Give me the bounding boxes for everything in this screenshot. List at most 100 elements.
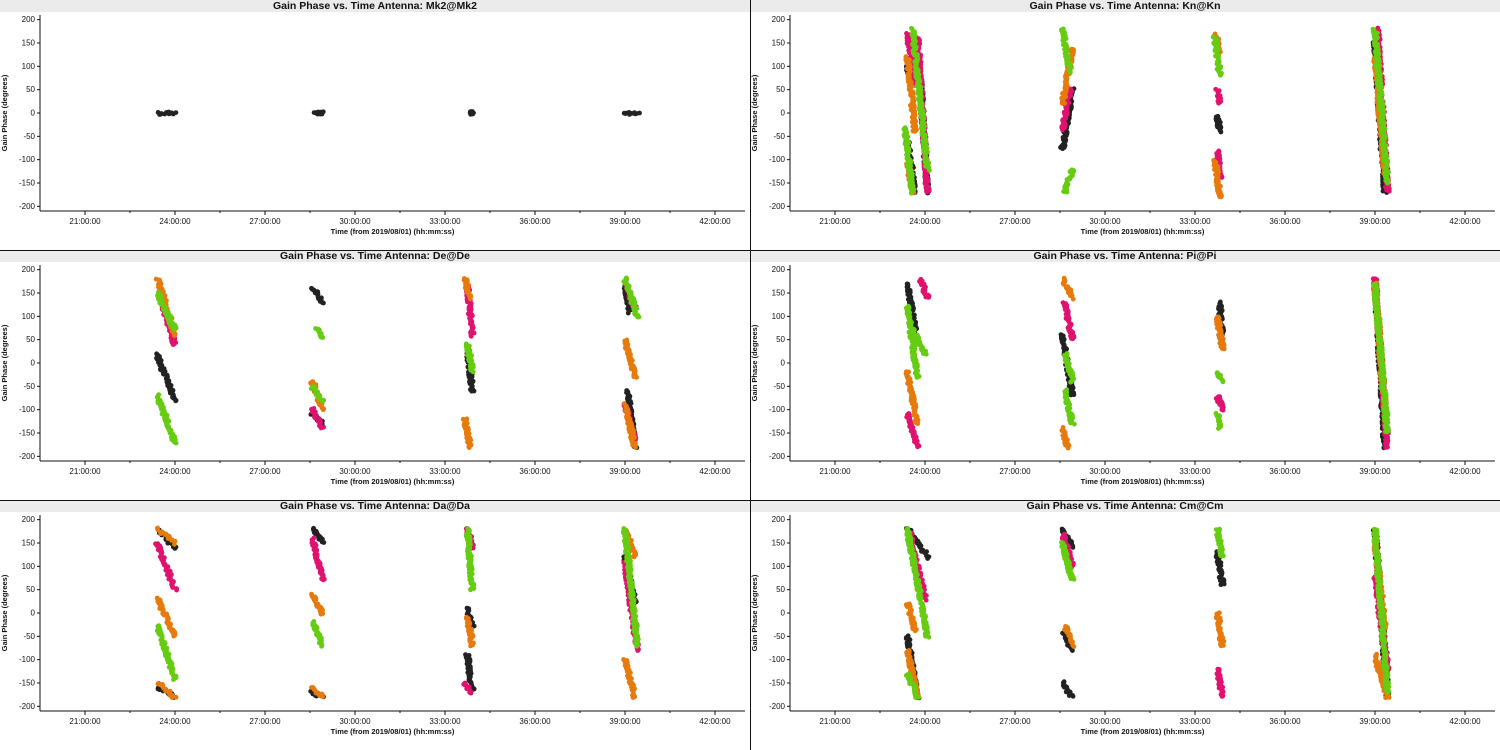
data-point	[1221, 345, 1227, 351]
y-axis-label: Gain Phase (degrees)	[750, 324, 759, 401]
x-tick-label: 21:00:00	[69, 717, 101, 726]
data-point	[1068, 69, 1073, 75]
y-tick-label: -200	[19, 702, 36, 711]
x-tick-label: 36:00:00	[1269, 467, 1301, 476]
y-tick-label: -100	[19, 655, 36, 664]
x-axis-label: Time (from 2019/08/01) (hh:mm:ss)	[331, 227, 455, 236]
x-tick-label: 27:00:00	[249, 467, 281, 476]
data-point	[467, 296, 473, 302]
x-tick-label: 42:00:00	[699, 717, 731, 726]
x-tick-label: 33:00:00	[1179, 467, 1211, 476]
panel-title-bar	[0, 250, 750, 262]
data-point	[1059, 95, 1065, 101]
data-point	[1217, 424, 1223, 430]
y-tick-label: -200	[769, 452, 786, 461]
y-tick-label: -50	[23, 132, 35, 141]
data-point	[1072, 421, 1077, 427]
y-tick-label: 100	[22, 312, 36, 321]
data-point	[1216, 100, 1221, 106]
data-point	[1386, 188, 1392, 194]
series-2	[904, 276, 1391, 450]
y-tick-label: 0	[31, 109, 36, 118]
y-tick-label: 50	[26, 85, 35, 94]
data-point	[1068, 379, 1073, 385]
data-point	[321, 397, 327, 403]
x-tick-label: 39:00:00	[609, 217, 641, 226]
x-tick-label: 30:00:00	[339, 717, 371, 726]
data-point	[908, 190, 914, 196]
data-point	[172, 333, 177, 338]
data-point	[1220, 379, 1226, 385]
series-3	[153, 276, 639, 450]
panel-2: Gain Phase vs. Time Antenna: Kn@Kn200150…	[750, 0, 1500, 236]
x-tick-label: 24:00:00	[909, 217, 941, 226]
x-tick-label: 30:00:00	[339, 467, 371, 476]
y-axis-label: Gain Phase (degrees)	[0, 74, 9, 151]
x-tick-label: 30:00:00	[1089, 467, 1121, 476]
series-4	[154, 275, 642, 446]
x-axis-label: Time (from 2019/08/01) (hh:mm:ss)	[331, 477, 455, 486]
y-tick-label: 100	[772, 312, 786, 321]
y-tick-label: 0	[31, 359, 36, 368]
x-tick-label: 36:00:00	[519, 217, 551, 226]
panel-1: Gain Phase vs. Time Antenna: Mk2@Mk22001…	[0, 0, 750, 236]
data-point	[921, 351, 926, 356]
y-tick-label: 150	[22, 539, 36, 548]
data-point	[628, 111, 634, 116]
data-point	[631, 374, 637, 380]
data-points	[153, 275, 642, 451]
x-tick-label: 30:00:00	[1089, 217, 1121, 226]
data-point	[912, 128, 918, 134]
data-point	[172, 439, 178, 445]
y-tick-label: -150	[19, 179, 36, 188]
panel-4: Gain Phase vs. Time Antenna: Pi@Pi200150…	[750, 250, 1500, 486]
x-tick-label: 24:00:00	[159, 717, 191, 726]
series-4	[901, 25, 1391, 196]
x-tick-label: 36:00:00	[519, 467, 551, 476]
y-tick-label: 200	[772, 15, 786, 24]
series-1	[154, 279, 640, 451]
y-tick-label: -150	[769, 429, 786, 438]
series-2	[157, 279, 639, 446]
data-point	[635, 314, 640, 320]
data-point	[637, 110, 642, 116]
data-point	[625, 310, 631, 316]
data-point	[321, 406, 327, 412]
panel-title: Gain Phase vs. Time Antenna: Da@Da	[280, 500, 470, 512]
data-point	[320, 109, 326, 115]
x-tick-label: 42:00:00	[1449, 217, 1481, 226]
data-point	[1069, 167, 1075, 173]
series-1	[155, 109, 642, 117]
data-point	[915, 444, 920, 450]
data-point	[1384, 429, 1390, 435]
data-point	[1219, 175, 1225, 180]
data-point	[1385, 179, 1391, 185]
y-tick-label: 150	[772, 39, 786, 48]
x-axis-label: Time (from 2019/08/01) (hh:mm:ss)	[1081, 227, 1205, 236]
data-points	[153, 525, 641, 700]
y-tick-label: 200	[772, 265, 786, 274]
data-point	[633, 445, 638, 450]
y-tick-label: -50	[773, 132, 785, 141]
panel-3: Gain Phase vs. Time Antenna: De@De200150…	[0, 250, 750, 486]
x-tick-label: 39:00:00	[609, 467, 641, 476]
data-point	[1218, 72, 1223, 78]
y-tick-label: -150	[19, 429, 36, 438]
x-tick-label: 21:00:00	[819, 467, 851, 476]
data-point	[1385, 444, 1390, 450]
series-2	[904, 25, 1392, 195]
x-tick-label: 33:00:00	[429, 717, 461, 726]
y-axis-label: Gain Phase (degrees)	[0, 324, 9, 401]
panel-title-bar	[750, 0, 1500, 12]
x-axis-label: Time (from 2019/08/01) (hh:mm:ss)	[331, 727, 455, 736]
x-tick-label: 39:00:00	[1359, 217, 1391, 226]
x-tick-label: 33:00:00	[429, 467, 461, 476]
x-tick-label: 33:00:00	[429, 217, 461, 226]
y-tick-label: 0	[781, 359, 786, 368]
data-points	[155, 109, 642, 117]
data-point	[468, 333, 474, 339]
data-points	[903, 275, 1392, 451]
y-tick-label: 50	[26, 335, 35, 344]
data-point	[465, 299, 470, 305]
